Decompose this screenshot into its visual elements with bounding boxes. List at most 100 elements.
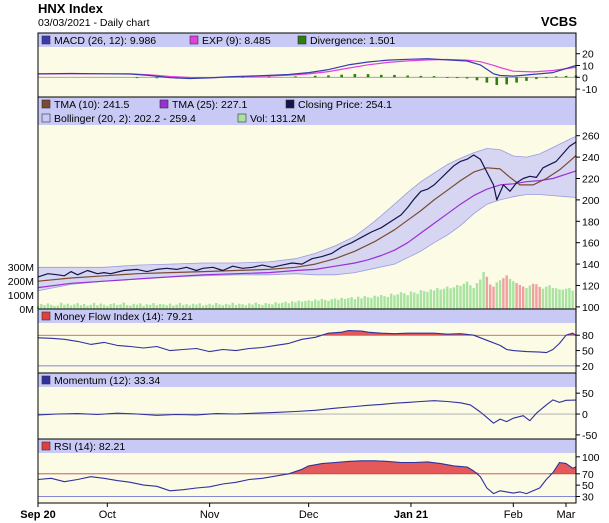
- volume-bar: [515, 283, 518, 309]
- volume-bar: [505, 275, 508, 309]
- volume-bar: [383, 296, 386, 309]
- momentum-line: [37, 399, 577, 424]
- volume-bar: [99, 303, 102, 309]
- volume-bar: [211, 305, 215, 309]
- volume-bar: [198, 303, 201, 309]
- rsi-tick-label: 100: [582, 452, 600, 464]
- macd-tick-label: 0: [582, 72, 588, 84]
- volume-bar: [89, 304, 93, 309]
- volume-bar: [492, 286, 495, 309]
- volume-bar: [330, 299, 333, 309]
- closing-price-line: [37, 141, 577, 278]
- x-tick-label-0: Sep 20: [20, 509, 55, 521]
- volume-bar: [73, 304, 76, 309]
- divergence-bar: [515, 77, 518, 83]
- volume-bar: [495, 282, 498, 309]
- volume-tick-label: 300M: [8, 262, 34, 274]
- panels: MACD (26, 12): 9.986 EXP (9): 8.485 Diverg…: [8, 32, 600, 504]
- divergence-bar: [495, 77, 499, 85]
- volume-bar: [340, 297, 343, 309]
- volume-bar: [488, 284, 492, 309]
- volume-bar: [135, 304, 139, 309]
- volume-bar: [125, 305, 129, 309]
- volume-bar: [271, 304, 274, 309]
- volume-bar: [436, 288, 439, 309]
- volume-tick-label: 0M: [19, 304, 34, 316]
- divergence-bar: [525, 77, 528, 81]
- volume-bar: [528, 285, 531, 309]
- volume-bar: [63, 304, 66, 309]
- volume-bar: [521, 286, 525, 309]
- volume-bar: [106, 305, 109, 309]
- price-legend-1-label: TMA (25): 227.1: [172, 99, 247, 111]
- volume-bar: [314, 299, 317, 309]
- macd-tick-label: -10: [582, 84, 597, 96]
- volume-bar: [439, 289, 442, 309]
- volume-bar: [162, 304, 165, 309]
- price-legend-4-swatch: [237, 113, 247, 123]
- price-legend-0-label: TMA (10): 241.5: [54, 99, 129, 111]
- rsi-legend-swatch: [41, 441, 51, 451]
- volume-bar: [558, 289, 561, 309]
- divergence-bar: [406, 75, 409, 78]
- volume-bar: [96, 305, 99, 309]
- volume-bar: [287, 303, 291, 309]
- volume-bar: [251, 304, 254, 309]
- volume-bar: [353, 299, 357, 309]
- volume-bar: [498, 280, 502, 309]
- volume-bar: [244, 305, 248, 309]
- volume-bar: [455, 284, 459, 309]
- divergence-bar: [455, 77, 459, 79]
- price-legend-4-label: Vol: 131.2M: [250, 113, 305, 125]
- divergence-bar: [366, 74, 370, 78]
- mfi-tick-label: 80: [582, 330, 594, 342]
- volume-bar: [284, 301, 287, 309]
- mfi-legend-area: [38, 309, 576, 323]
- price-legend-3-swatch: [41, 113, 51, 123]
- volume-bar: [561, 289, 564, 309]
- price-tick-label: 180: [582, 216, 600, 228]
- volume-bar: [406, 295, 409, 309]
- volume-bar: [224, 303, 228, 309]
- volume-bar: [389, 293, 393, 309]
- rsi-legend-area: [38, 439, 576, 453]
- volume-bar: [142, 305, 145, 309]
- volume-bar: [112, 303, 116, 309]
- volume-bar: [568, 288, 571, 309]
- volume-bar: [241, 304, 244, 309]
- volume-bar: [195, 304, 198, 309]
- volume-bar: [182, 304, 185, 309]
- volume-bar: [215, 302, 218, 309]
- volume-bar: [277, 303, 281, 309]
- divergence-bar: [267, 76, 271, 78]
- macd-legend-2-label: Divergence: 1.501: [310, 35, 395, 47]
- macd-legend-2-swatch: [297, 35, 307, 45]
- macd-tick-label: 10: [582, 61, 594, 73]
- volume-bar: [373, 295, 376, 309]
- momentum-tick-label: -50: [582, 430, 597, 442]
- macd-legend-1-label: EXP (9): 8.485: [202, 35, 271, 47]
- momentum-panel: Momentum (12): 33.34 50 0 -50: [37, 372, 597, 442]
- volume-bar: [366, 297, 370, 309]
- volume-bar: [541, 288, 545, 309]
- volume-bar: [43, 305, 46, 309]
- volume-tick-label: 200M: [8, 276, 34, 288]
- volume-bar: [231, 302, 234, 309]
- volume-bar: [139, 303, 142, 309]
- volume-bar: [208, 303, 211, 309]
- volume-bar: [446, 286, 449, 309]
- x-tick-label-6: Mar: [557, 509, 576, 521]
- volume-bar: [172, 305, 175, 309]
- rsi-legend-label: RSI (14): 82.21: [54, 441, 125, 453]
- macd-legend-0-label: MACD (26, 12): 9.986: [54, 35, 156, 47]
- volume-bar: [254, 302, 258, 309]
- divergence-bar: [155, 77, 159, 79]
- price-legend-3-label: Bollinger (20, 2): 202.2 - 259.4: [54, 113, 196, 125]
- volume-bar: [53, 305, 56, 309]
- price-legend-2-label: Closing Price: 254.1: [298, 99, 392, 111]
- volume-bar: [475, 283, 479, 309]
- volume-bar: [168, 303, 172, 309]
- volume-bar: [422, 291, 426, 309]
- rsi-line: [37, 460, 577, 495]
